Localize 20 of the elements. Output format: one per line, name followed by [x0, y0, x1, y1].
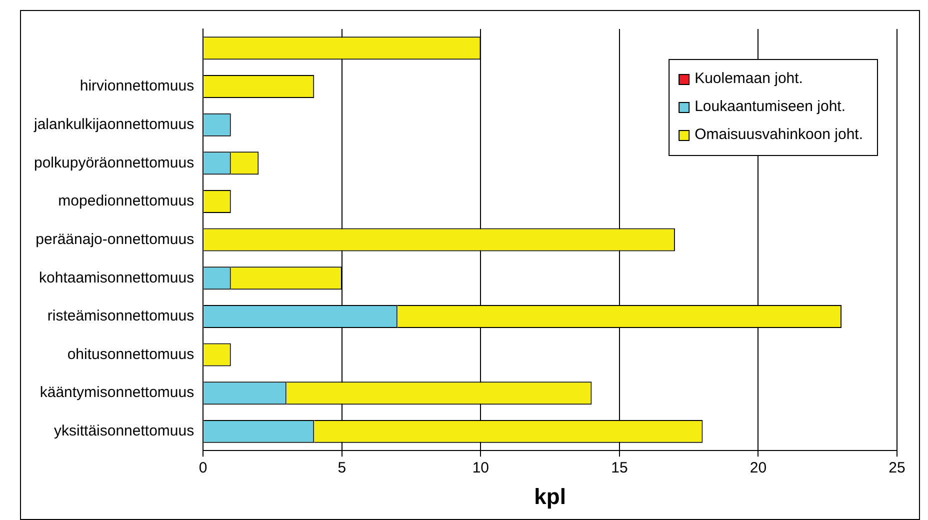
y-tick-label: polkupyöräonnettomuus: [34, 154, 194, 172]
x-axis-title: kpl: [534, 484, 566, 509]
x-tick-label: 10: [472, 460, 490, 477]
x-tick-label: 5: [338, 460, 346, 477]
y-tick-label: hirvionnettomuus: [80, 78, 194, 95]
y-tick-label: yksittäisonnettomuus: [54, 422, 194, 440]
legend-label: Kuolemaan joht.: [694, 70, 803, 88]
legend-label: Omaisuusvahinkoon joht.: [694, 126, 864, 144]
y-tick-label: peräänajo-onnettomuus: [36, 230, 194, 248]
y-tick-label: kääntymisonnettomuus: [40, 384, 194, 402]
x-tick-label: 0: [198, 460, 208, 477]
y-tick-label: risteämisonnettomuus: [47, 308, 194, 325]
y-tick-label: mopedionnettomuus: [58, 192, 194, 210]
legend-label: Loukaantumiseen joht.: [694, 98, 846, 116]
y-tick-label: ohitusonnettomuus: [67, 346, 194, 363]
x-tick-label: 15: [611, 460, 628, 477]
x-tick-label: 20: [750, 460, 767, 477]
y-tick-label: kohtaamisonnettomuus: [39, 269, 194, 286]
y-tick-label: jalankulkijaonnettomuus: [33, 116, 194, 133]
x-tick-label: 25: [888, 460, 906, 477]
